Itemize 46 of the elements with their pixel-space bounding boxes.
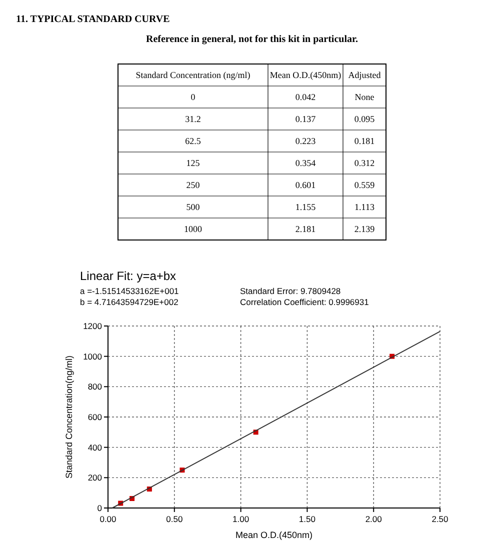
text: 11. TYPICAL STANDARD CURVE <box>16 14 170 25</box>
text: Standard Error: 9.7809428 <box>240 286 341 296</box>
x-tick-label: 0.00 <box>100 514 117 524</box>
text: 0.223 <box>295 136 316 146</box>
x-tick-label: 2.50 <box>432 514 449 524</box>
text: 1.113 <box>354 202 375 212</box>
category-label: Adjusted <box>348 70 382 80</box>
text: None <box>354 92 374 102</box>
text: 2.181 <box>295 224 316 234</box>
text: 500 <box>186 202 200 212</box>
y-tick-label: 600 <box>88 412 102 422</box>
y-tick-label: 0 <box>97 503 102 513</box>
text: Correlation Coefficient: 0.9996931 <box>240 297 370 307</box>
text: 0.042 <box>295 92 316 102</box>
text: a =-1.51514533162E+001 <box>80 286 180 296</box>
x-tick-label: 2.00 <box>365 514 382 524</box>
text: 2.139 <box>354 224 376 234</box>
text: 0.137 <box>295 114 316 124</box>
y-tick-label: 1000 <box>83 351 102 362</box>
y-axis-title: Standard Concentration(ng/ml) <box>64 355 74 479</box>
x-tick-label: 1.50 <box>298 514 316 524</box>
text: 0.095 <box>354 114 376 124</box>
category-label: Mean O.D.(450nm) <box>270 70 342 80</box>
text: 62.5 <box>185 136 202 146</box>
y-tick-label: 800 <box>88 382 102 392</box>
x-axis-title: Mean O.D.(450nm) <box>235 530 313 540</box>
y-tick-label: 1200 <box>83 321 102 331</box>
text: 0.312 <box>354 158 375 168</box>
x-tick-label: 0.50 <box>166 514 183 524</box>
x-tick-label: 1.00 <box>232 514 250 524</box>
chart-title: Linear Fit: y=a+bx <box>80 269 176 283</box>
text: b = 4.71643594729E+002 <box>80 297 179 307</box>
text: 125 <box>186 158 200 168</box>
y-tick-label: 200 <box>88 472 102 483</box>
text: 1000 <box>184 224 202 234</box>
text: 0.181 <box>354 136 375 146</box>
text: 0.601 <box>295 180 316 190</box>
category-label: Standard Concentration (ng/ml) <box>136 70 250 80</box>
y-tick-label: 400 <box>88 442 102 452</box>
text: Reference in general, not for this kit in particular. <box>146 34 358 45</box>
text: 250 <box>186 180 200 190</box>
text: 0 <box>190 92 196 102</box>
text: 31.2 <box>185 114 201 124</box>
text: 1.155 <box>295 202 316 212</box>
text: 0.559 <box>354 180 376 190</box>
text: 0.354 <box>295 158 316 168</box>
